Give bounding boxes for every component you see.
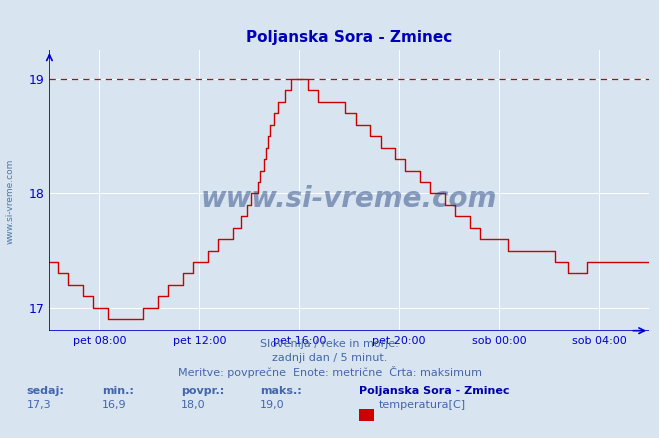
- Text: www.si-vreme.com: www.si-vreme.com: [5, 159, 14, 244]
- Text: www.si-vreme.com: www.si-vreme.com: [201, 185, 498, 213]
- Text: zadnji dan / 5 minut.: zadnji dan / 5 minut.: [272, 353, 387, 363]
- Text: 17,3: 17,3: [26, 399, 51, 410]
- Text: maks.:: maks.:: [260, 386, 302, 396]
- Title: Poljanska Sora - Zminec: Poljanska Sora - Zminec: [246, 30, 452, 45]
- Text: Poljanska Sora - Zminec: Poljanska Sora - Zminec: [359, 386, 509, 396]
- Text: Slovenija / reke in morje.: Slovenija / reke in morje.: [260, 339, 399, 350]
- Text: 19,0: 19,0: [260, 399, 285, 410]
- Text: 18,0: 18,0: [181, 399, 206, 410]
- Text: min.:: min.:: [102, 386, 134, 396]
- Text: 16,9: 16,9: [102, 399, 127, 410]
- Text: Meritve: povprečne  Enote: metrične  Črta: maksimum: Meritve: povprečne Enote: metrične Črta:…: [177, 366, 482, 378]
- Text: povpr.:: povpr.:: [181, 386, 225, 396]
- Text: temperatura[C]: temperatura[C]: [379, 399, 466, 410]
- Text: sedaj:: sedaj:: [26, 386, 64, 396]
